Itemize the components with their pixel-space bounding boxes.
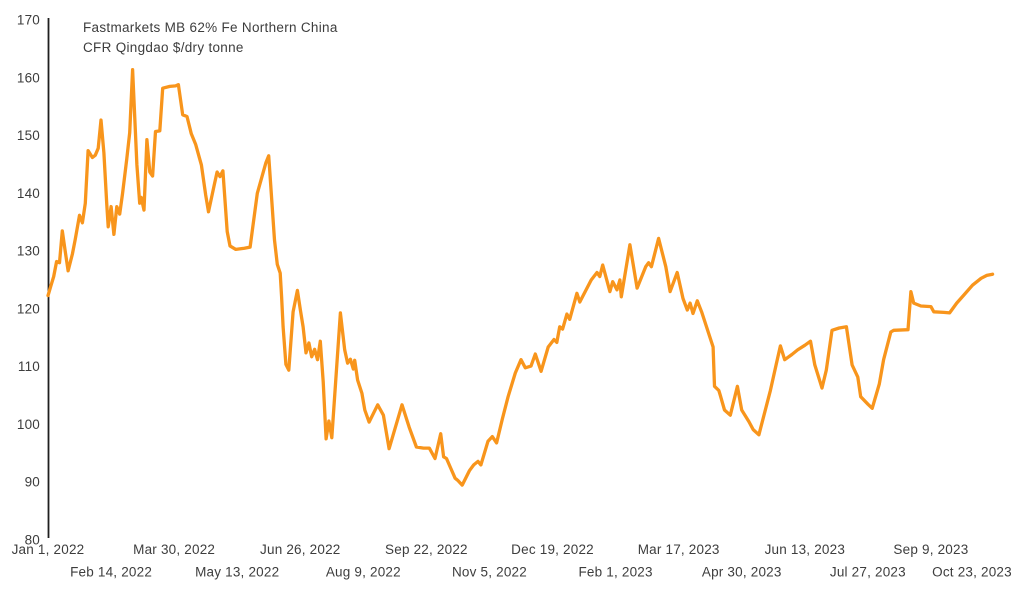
- x-axis-tick-label: Aug 9, 2022: [326, 565, 401, 580]
- y-axis-tick-label: 90: [25, 475, 40, 490]
- x-axis-tick-label: Feb 14, 2022: [70, 565, 152, 580]
- x-axis-tick-label: May 13, 2022: [195, 565, 279, 580]
- price-line-series: [46, 68, 995, 487]
- x-axis-tick-label: Mar 17, 2023: [638, 542, 720, 557]
- y-axis-tick-label: 160: [17, 70, 40, 85]
- x-axis-tick-label: Mar 30, 2022: [133, 542, 215, 557]
- x-axis-tick-label: Jun 26, 2022: [260, 542, 340, 557]
- chart-title-line-2: CFR Qingdao $/dry tonne: [83, 40, 244, 55]
- x-axis-tick-label: Oct 23, 2023: [932, 565, 1012, 580]
- y-axis-tick-label: 150: [17, 128, 40, 143]
- y-axis-tick-label: 110: [18, 359, 40, 374]
- x-axis-tick-label: Nov 5, 2022: [452, 565, 527, 580]
- x-axis-tick-label: Jul 27, 2023: [830, 565, 906, 580]
- y-axis-tick-label: 140: [17, 186, 40, 201]
- x-axis-tick-label: Apr 30, 2023: [702, 565, 782, 580]
- x-axis-tick-label: Dec 19, 2022: [511, 542, 594, 557]
- x-axis-tick-label: Jan 1, 2022: [12, 542, 85, 557]
- x-axis-tick-label: Sep 22, 2022: [385, 542, 468, 557]
- chart-title-line-1: Fastmarkets MB 62% Fe Northern China: [83, 20, 338, 35]
- y-axis-tick-label: 80: [25, 533, 40, 548]
- y-axis-tick-label: 120: [17, 301, 40, 316]
- y-axis-tick-label: 170: [17, 13, 40, 28]
- y-axis-tick-label: 130: [17, 244, 40, 259]
- chart-title: Fastmarkets MB 62% Fe Northern China CFR…: [83, 18, 338, 58]
- x-axis-tick-label: Sep 9, 2023: [893, 542, 968, 557]
- y-axis-tick-label: 100: [17, 417, 40, 432]
- x-axis-tick-label: Jun 13, 2023: [765, 542, 845, 557]
- x-axis-tick-label: Feb 1, 2023: [578, 565, 652, 580]
